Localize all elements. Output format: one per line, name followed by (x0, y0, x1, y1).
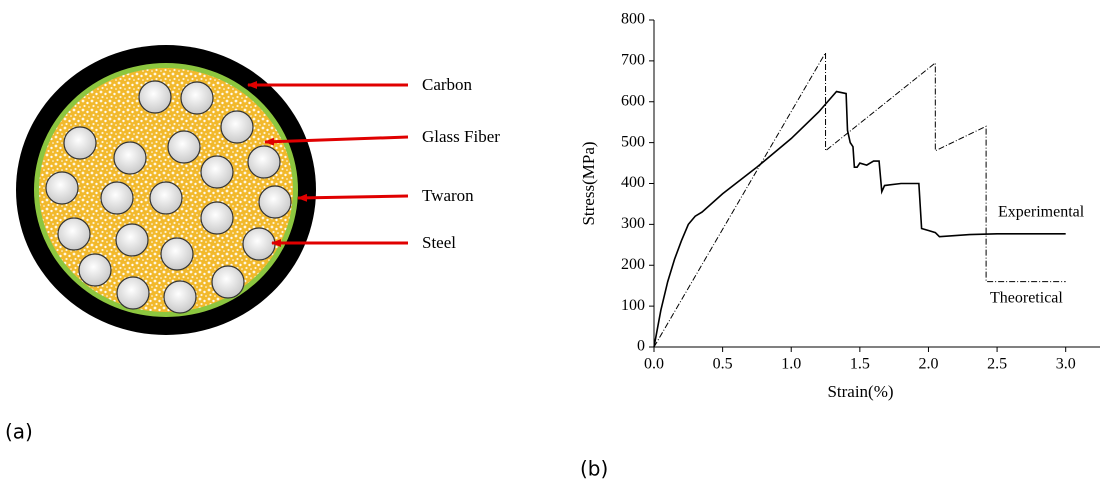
steel-wire (247, 145, 281, 179)
component-label: Twaron (422, 186, 474, 205)
y-axis-label: Stress(MPa) (579, 141, 598, 225)
x-tick-label: 1.5 (850, 356, 870, 373)
x-tick-label: 1.0 (781, 356, 801, 373)
steel-wire (258, 185, 292, 219)
series-line (653, 90, 1066, 348)
steel-wire (160, 237, 194, 271)
steel-wire (63, 126, 97, 160)
steel-wire (115, 223, 149, 257)
steel-wire (200, 201, 234, 235)
steel-wire (138, 80, 172, 114)
series-line (653, 50, 1066, 348)
component-label: Glass Fiber (422, 127, 500, 146)
x-axis-label: Strain(%) (827, 382, 893, 401)
steel-wire (57, 217, 91, 251)
steel-wires (45, 80, 292, 314)
arrow (297, 193, 409, 202)
steel-wire (220, 110, 254, 144)
y-tick-label: 600 (621, 92, 645, 109)
y-tick-label: 700 (621, 52, 645, 69)
component-label: Steel (422, 233, 456, 252)
steel-wire (167, 130, 201, 164)
x-tick-label: 0.0 (644, 356, 664, 373)
chart: 0 100 200 300 400 500 600 700 800 0.0 0.5 1.0 1.5 2.0… (579, 11, 1100, 401)
y-tick-label: 0 (637, 338, 645, 355)
steel-wire (100, 181, 134, 215)
series-label: Experimental (998, 204, 1085, 221)
steel-wire (180, 81, 214, 115)
steel-wire (113, 141, 147, 175)
cable-diagram: Carbon Glass Fiber Twaron Steel (a) (5, 45, 500, 444)
caption-b: (b) (580, 457, 608, 481)
y-tick-label: 300 (621, 215, 645, 232)
y-tick-label: 800 (621, 11, 645, 28)
x-tick-label: 0.5 (713, 356, 733, 373)
y-tick-label: 400 (621, 174, 645, 191)
steel-wire (200, 155, 234, 189)
label-arrows: Carbon Glass Fiber Twaron Steel (247, 75, 500, 252)
x-tick-label: 2.5 (987, 356, 1007, 373)
steel-wire (242, 227, 276, 261)
steel-wire (116, 276, 150, 310)
steel-wire (163, 280, 197, 314)
arrow (264, 135, 409, 146)
steel-wire (211, 265, 245, 299)
y-tick-label: 100 (621, 297, 645, 314)
caption-a: (a) (5, 420, 33, 444)
series-label: Theoretical (990, 290, 1063, 307)
component-label: Carbon (422, 75, 473, 94)
y-tick-label: 500 (621, 133, 645, 150)
steel-wire (45, 171, 79, 205)
x-tick-label: 3.0 (1056, 356, 1076, 373)
steel-wire (78, 253, 112, 287)
y-tick-label: 200 (621, 256, 645, 273)
steel-wire (149, 181, 183, 215)
x-tick-label: 2.0 (918, 356, 938, 373)
